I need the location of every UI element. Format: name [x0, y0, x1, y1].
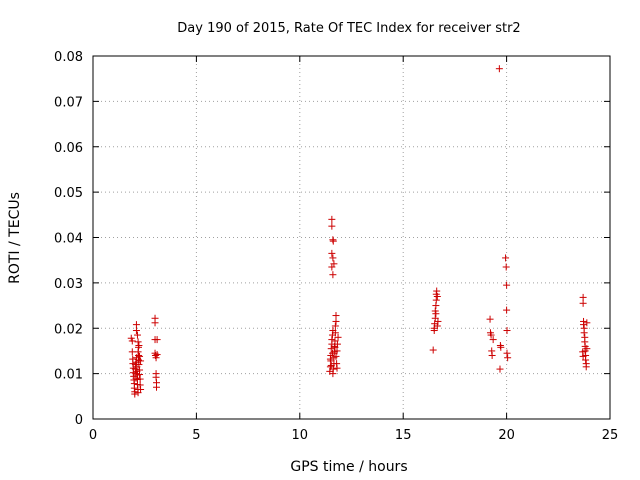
data-point — [329, 271, 337, 279]
x-tick-label: 15 — [395, 428, 412, 443]
data-point — [132, 374, 140, 382]
data-point — [132, 327, 140, 335]
data-point — [131, 390, 139, 398]
data-point — [137, 386, 145, 394]
data-point — [136, 371, 144, 379]
x-tick-label: 25 — [602, 428, 619, 443]
data-point — [332, 352, 340, 360]
data-point — [582, 363, 590, 371]
data-point — [503, 327, 511, 335]
data-points — [127, 65, 591, 398]
data-point — [487, 331, 495, 339]
data-point — [333, 364, 341, 372]
data-point — [128, 337, 136, 345]
data-point — [583, 345, 591, 353]
data-point — [153, 336, 161, 344]
data-point — [133, 331, 141, 339]
data-point — [327, 361, 335, 369]
data-point — [152, 354, 160, 362]
data-point — [495, 65, 503, 73]
y-axis-label: ROTI / TECUs — [7, 192, 23, 284]
data-point — [151, 319, 159, 327]
data-point — [328, 249, 336, 257]
data-point — [132, 321, 140, 329]
data-point — [334, 333, 342, 341]
y-tick-label: 0.05 — [54, 186, 83, 201]
data-point — [329, 237, 337, 245]
chart-title: Day 190 of 2015, Rate Of TEC Index for r… — [177, 21, 520, 36]
data-point — [328, 222, 336, 230]
x-tick-label: 10 — [292, 428, 309, 443]
y-tick-label: 0 — [75, 413, 83, 428]
data-point — [136, 375, 144, 383]
grid-lines — [93, 56, 610, 419]
data-point — [580, 329, 588, 337]
data-point — [580, 321, 588, 329]
y-tick-label: 0.01 — [54, 368, 83, 383]
data-point — [579, 299, 587, 307]
data-point — [579, 293, 587, 301]
y-tick-label: 0.04 — [54, 232, 83, 247]
data-point — [328, 336, 336, 344]
data-point — [331, 329, 339, 337]
data-point — [137, 357, 145, 365]
y-tick-labels: 0 0.01 0.02 0.03 0.04 0.05 0.06 0.07 0.08 — [54, 50, 83, 428]
data-point — [582, 356, 590, 364]
data-point — [429, 346, 437, 354]
data-point — [135, 341, 143, 349]
data-point — [583, 319, 591, 327]
x-tick-label: 0 — [89, 428, 97, 443]
y-tick-label: 0.03 — [54, 277, 83, 292]
y-tick-label: 0.02 — [54, 322, 83, 337]
data-point — [432, 310, 440, 318]
data-point — [331, 343, 339, 351]
data-point — [503, 306, 511, 314]
data-point — [134, 338, 142, 346]
data-point — [329, 254, 337, 262]
data-point — [326, 355, 334, 363]
data-point — [153, 351, 161, 359]
data-point — [503, 349, 511, 357]
axis-ticks — [92, 55, 611, 420]
data-point — [333, 347, 341, 355]
data-point — [135, 361, 143, 369]
data-point — [503, 281, 511, 289]
data-point — [434, 317, 442, 325]
y-tick-label: 0.07 — [54, 95, 83, 110]
data-point — [329, 365, 337, 373]
data-point — [488, 351, 496, 359]
data-point — [328, 263, 336, 271]
y-tick-label: 0.08 — [54, 50, 83, 65]
data-point — [328, 349, 336, 357]
x-tick-label: 20 — [498, 428, 515, 443]
data-point — [328, 215, 336, 223]
x-tick-labels: 0 5 10 15 20 25 — [89, 428, 618, 443]
data-point — [433, 292, 441, 300]
data-point — [504, 354, 512, 362]
data-point — [579, 352, 587, 360]
data-point — [432, 296, 440, 304]
data-point — [497, 343, 505, 351]
data-point — [496, 365, 504, 373]
data-point — [489, 336, 497, 344]
data-point — [433, 287, 441, 295]
data-point — [430, 327, 438, 335]
x-axis-label: GPS time / hours — [290, 459, 407, 475]
data-point — [152, 383, 160, 391]
data-point — [433, 322, 441, 330]
data-point — [332, 317, 340, 325]
data-point — [136, 352, 144, 360]
x-tick-label: 5 — [192, 428, 200, 443]
data-point — [331, 322, 339, 330]
y-tick-label: 0.06 — [54, 141, 83, 156]
data-point — [332, 312, 340, 320]
data-point — [502, 254, 510, 262]
data-point — [502, 263, 510, 271]
data-point — [486, 315, 494, 323]
